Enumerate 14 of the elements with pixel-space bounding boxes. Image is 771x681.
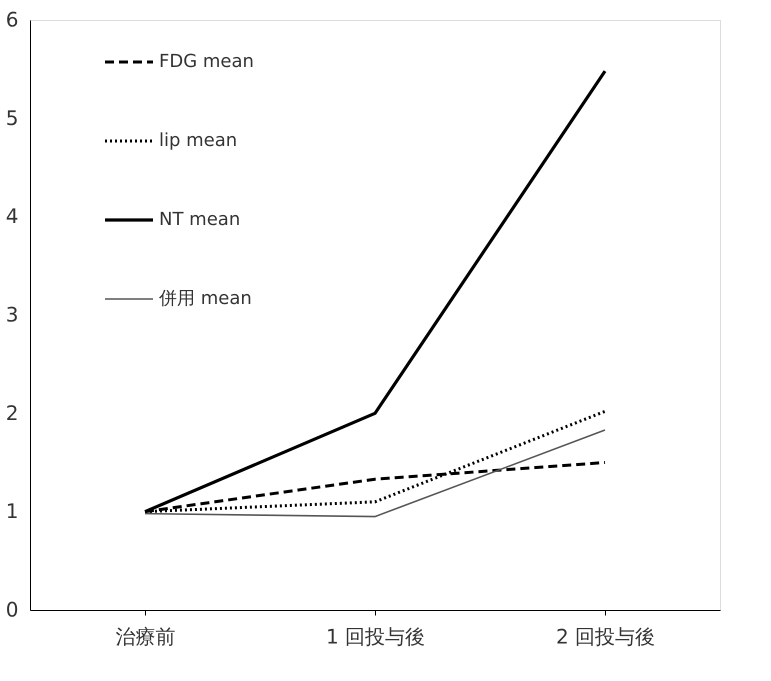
y-tick-label: 1 [6,499,18,524]
y-tick-label: 4 [6,204,18,228]
legend-label: 併用 mean [158,288,252,309]
y-tick-label: 0 [6,598,18,622]
legend-label: NT mean [159,209,240,230]
x-tick-label: 1 回投与後 [326,624,426,648]
y-tick-label: 5 [6,106,18,130]
y-tick-label: 2 [6,400,18,425]
y-tick-label: 6 [6,8,18,32]
legend-label: FDG mean [159,51,254,72]
x-tick-label: 治療前 [116,624,176,648]
x-tick-label: 2 回投与後 [556,624,656,648]
y-tick-label: 3 [6,302,18,326]
legend-label: lip mean [159,130,238,151]
